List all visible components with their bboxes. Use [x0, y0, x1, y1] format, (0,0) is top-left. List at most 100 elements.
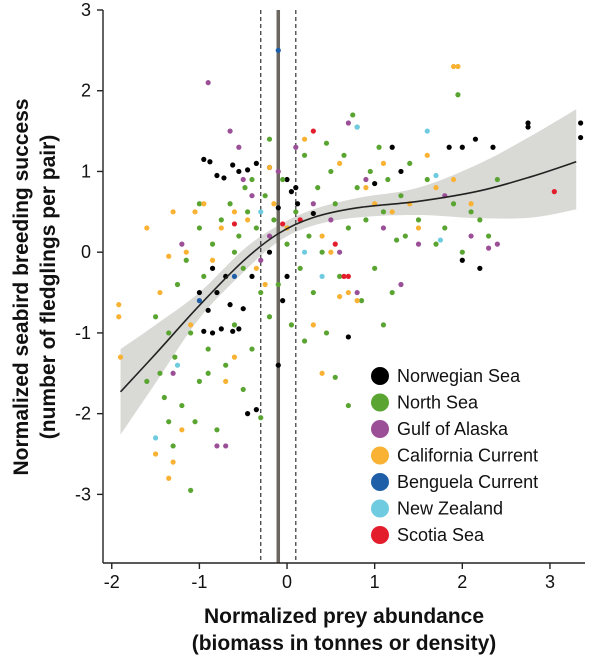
data-point-north-sea [354, 185, 360, 191]
data-point-north-sea [367, 168, 373, 175]
legend-marker-norwegian-sea [371, 367, 389, 385]
data-point-north-sea [407, 160, 413, 166]
data-point-norwegian-sea [310, 210, 316, 217]
data-point-scotia-sea [280, 221, 286, 227]
data-point-gulf-of-alaska [223, 443, 229, 449]
data-point-north-sea [310, 289, 316, 296]
data-point-california-current [337, 293, 343, 300]
data-point-california-current [117, 354, 124, 360]
data-point-norwegian-sea [294, 201, 301, 207]
data-point-gulf-of-alaska [214, 443, 220, 449]
data-point-north-sea [345, 225, 351, 231]
data-point-norwegian-sea [214, 289, 220, 296]
data-point-norwegian-sea [280, 298, 286, 304]
data-point-norwegian-sea [284, 273, 290, 280]
data-point-north-sea [245, 209, 251, 215]
data-point-california-current [218, 225, 224, 231]
legend-label-california-current: California Current [397, 446, 538, 466]
data-point-california-current [231, 354, 238, 360]
y-tick-label: 3 [81, 0, 91, 20]
data-point-north-sea [205, 370, 211, 376]
data-point-california-current [337, 160, 343, 166]
data-point-north-sea [170, 443, 176, 449]
data-point-north-sea [301, 338, 308, 344]
data-point-north-sea [337, 273, 343, 280]
data-point-gulf-of-alaska [345, 120, 351, 126]
data-point-norwegian-sea [227, 302, 233, 308]
data-point-norwegian-sea [221, 175, 227, 181]
data-point-north-sea [442, 225, 448, 231]
data-point-gulf-of-alaska [328, 217, 334, 223]
data-point-norwegian-sea [249, 273, 255, 280]
data-point-gulf-of-alaska [398, 281, 404, 288]
data-point-north-sea [253, 225, 259, 231]
data-point-north-sea [236, 233, 242, 239]
data-point-norwegian-sea [230, 328, 236, 334]
data-point-california-current [310, 322, 316, 328]
data-point-gulf-of-alaska [227, 128, 233, 134]
y-tick-label: -1 [75, 323, 91, 343]
data-point-north-sea [166, 419, 172, 425]
data-point-california-current [223, 378, 229, 384]
legend-marker-north-sea [371, 393, 389, 412]
data-point-north-sea [433, 241, 439, 247]
confidence-band [120, 109, 577, 435]
data-point-north-sea [266, 136, 273, 142]
data-point-north-sea [192, 419, 198, 425]
data-point-north-sea [280, 176, 286, 183]
y-tick-label: -3 [75, 484, 91, 504]
fit-line [119, 161, 577, 393]
data-point-california-current [157, 289, 163, 296]
data-point-north-sea [258, 289, 264, 296]
data-point-north-sea [293, 209, 299, 215]
data-point-norwegian-sea [459, 144, 465, 150]
data-point-north-sea [275, 281, 281, 288]
data-point-norwegian-sea [472, 136, 479, 142]
data-point-north-sea [166, 330, 172, 336]
data-point-norwegian-sea [345, 334, 351, 340]
legend-marker-new-zealand [371, 499, 389, 518]
data-point-california-current [116, 302, 122, 308]
data-point-new-zealand [433, 172, 439, 179]
fit-line-group [119, 161, 577, 393]
data-point-california-current [245, 217, 251, 223]
data-point-norwegian-sea [284, 176, 290, 183]
data-point-north-sea [323, 140, 330, 146]
legend-label-new-zealand: New Zealand [397, 499, 503, 519]
data-point-california-current [301, 136, 308, 142]
data-point-north-sea [402, 233, 408, 239]
legend-label-gulf-of-alaska: Gulf of Alaska [397, 419, 509, 439]
legend-label-scotia-sea: Scotia Sea [397, 525, 485, 545]
data-point-north-sea [372, 265, 378, 271]
data-point-north-sea [196, 225, 202, 231]
data-point-gulf-of-alaska [354, 289, 360, 296]
data-point-gulf-of-alaska [275, 168, 281, 175]
data-point-north-sea [455, 92, 461, 98]
legend: Norwegian Sea North Sea Gulf of Alaska Cali… [371, 366, 538, 545]
data-point-north-sea [459, 249, 465, 255]
data-point-gulf-of-alaska [486, 245, 492, 251]
data-point-norwegian-sea [288, 189, 295, 195]
data-point-california-current [468, 201, 474, 207]
y-tick-label: 0 [81, 242, 91, 262]
data-point-scotia-sea [310, 128, 316, 134]
data-point-norwegian-sea [525, 120, 531, 126]
data-point-north-sea [393, 237, 400, 243]
data-point-north-sea [179, 402, 185, 409]
data-point-north-sea [242, 185, 248, 191]
data-point-north-sea [152, 314, 159, 320]
y-axis-subtitle: (number of fledglings per pair) [37, 135, 60, 440]
data-point-california-current [266, 164, 273, 171]
data-point-california-current [188, 322, 194, 328]
data-point-california-current [166, 475, 172, 481]
data-point-norwegian-sea [236, 326, 242, 332]
data-point-north-sea [415, 217, 422, 223]
data-point-california-current [380, 160, 387, 166]
data-point-north-sea [398, 193, 404, 199]
data-point-california-current [170, 209, 176, 215]
data-point-norwegian-sea [389, 144, 395, 150]
data-points-group [116, 47, 584, 493]
data-point-north-sea [328, 168, 334, 175]
data-point-north-sea [389, 289, 395, 296]
y-tick-label: 1 [81, 161, 91, 181]
